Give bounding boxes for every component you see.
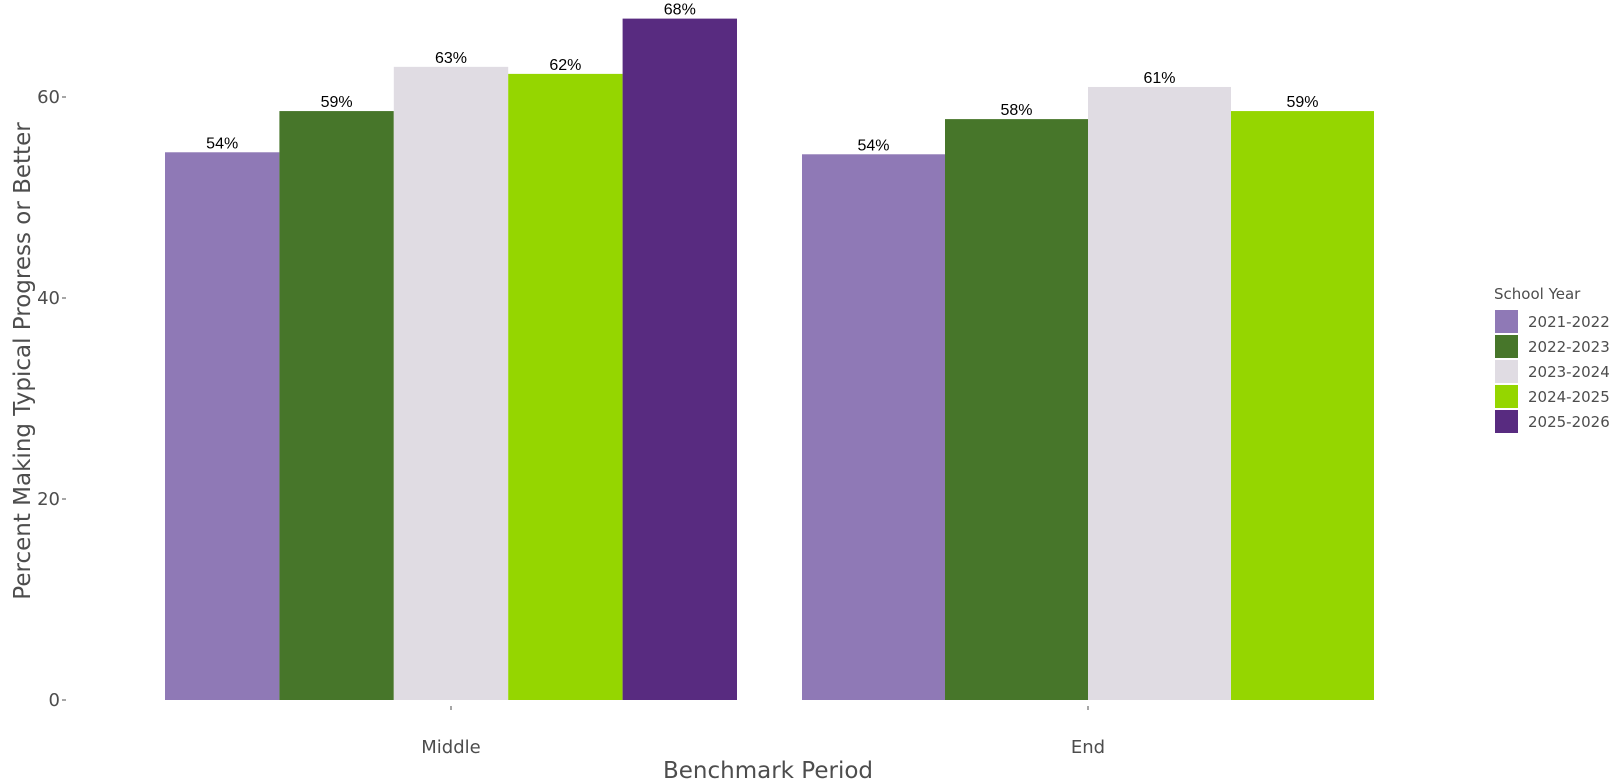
x-axis-title: Benchmark Period (663, 758, 873, 783)
bar-middle-2025-2026 (622, 18, 737, 701)
legend-swatch (1495, 360, 1518, 383)
bar-value-label: 58% (1000, 102, 1032, 119)
legend-label: 2022-2023 (1528, 338, 1610, 356)
bar-middle-2023-2024 (393, 66, 509, 701)
bar-end-2021-2022 (802, 154, 945, 700)
bar-middle-2021-2022 (165, 152, 280, 700)
y-tick-label: 40 (37, 288, 60, 309)
bar-value-label: 61% (1143, 70, 1175, 87)
y-tick-label: 60 (37, 87, 60, 108)
x-axis: Middle End (421, 706, 1105, 758)
legend-swatch (1495, 410, 1518, 433)
legend-title: School Year (1494, 285, 1581, 303)
legend-swatch (1495, 385, 1518, 408)
bar-middle-2024-2025 (508, 73, 623, 700)
bar-end-2022-2023 (945, 119, 1088, 701)
y-tick-label: 20 (37, 489, 60, 510)
bar-labels: 54% 59% 63% 62% 68% 54% 58% 61% 59% (206, 2, 1318, 155)
bar-value-label: 59% (1286, 94, 1318, 111)
x-tick-label: Middle (421, 737, 480, 758)
bar-value-label: 54% (857, 137, 889, 154)
legend-swatch (1495, 310, 1518, 333)
bar-end-2023-2024 (1088, 86, 1231, 700)
legend-label: 2025-2026 (1528, 413, 1610, 431)
legend: School Year 2021-2022 2022-2023 2023-2024 2… (1494, 285, 1610, 433)
bar-end-2024-2025 (1231, 111, 1374, 700)
bar-value-label: 68% (664, 2, 696, 19)
bar-value-label: 62% (549, 57, 581, 74)
y-tick-label: 0 (49, 690, 60, 711)
bar-value-label: 54% (206, 135, 238, 152)
x-tick-label: End (1071, 737, 1105, 758)
legend-label: 2024-2025 (1528, 388, 1610, 406)
bar-middle-2022-2023 (279, 111, 394, 700)
legend-label: 2023-2024 (1528, 363, 1610, 381)
y-axis-title: Percent Making Typical Progress or Bette… (10, 122, 36, 600)
legend-label: 2021-2022 (1528, 313, 1610, 331)
bar-value-label: 63% (435, 50, 467, 67)
legend-swatch (1495, 335, 1518, 358)
bar-value-label: 59% (321, 94, 353, 111)
bars (165, 18, 1374, 701)
y-axis: 0 20 40 60 (37, 87, 66, 711)
